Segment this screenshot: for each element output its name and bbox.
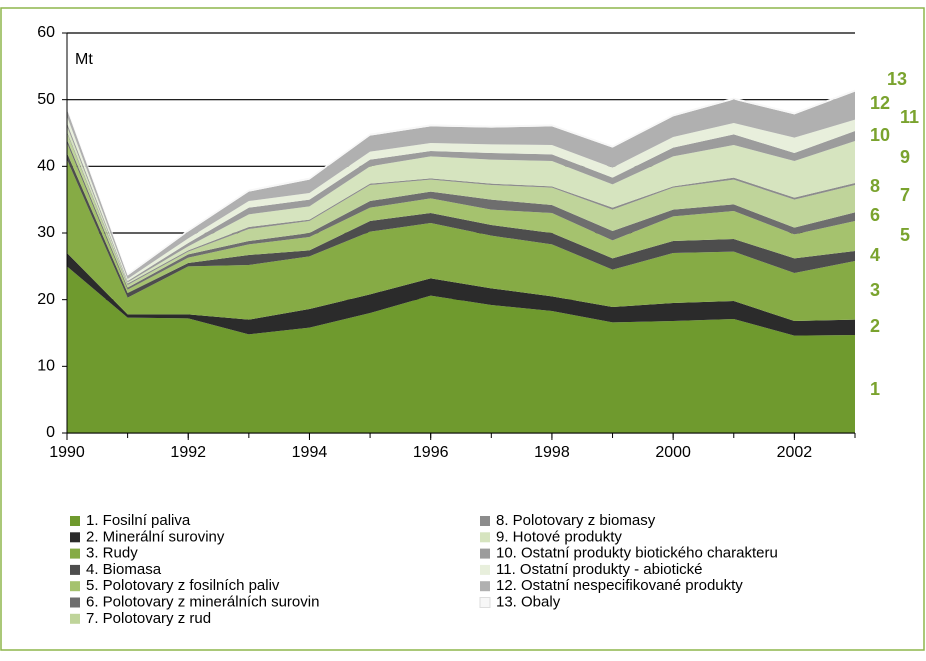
- area: [67, 116, 855, 281]
- legend-swatch: [480, 532, 490, 543]
- series-number: 8: [870, 176, 880, 196]
- legend-swatch: [70, 532, 80, 543]
- x-tick-label: 1990: [49, 444, 85, 461]
- y-tick-label: 50: [37, 91, 55, 108]
- y-tick-label: 40: [37, 158, 55, 175]
- series-number: 3: [870, 280, 880, 300]
- frame: [0, 7, 925, 651]
- x-tick-label: 1996: [413, 444, 449, 461]
- legend-label: 5. Polotovary z fosilních paliv: [86, 577, 280, 594]
- x-tick-label: 1992: [170, 444, 206, 461]
- legend-swatch: [70, 613, 80, 624]
- y-tick-label: 20: [37, 291, 55, 308]
- area: [67, 126, 855, 284]
- series-number: 9: [900, 147, 910, 167]
- legend-swatch: [70, 597, 80, 608]
- legend-label: 3. Rudy: [86, 545, 138, 562]
- area: [67, 91, 855, 280]
- legend-swatch: [480, 548, 490, 559]
- legend-label: 8. Polotovary z biomasy: [496, 512, 656, 529]
- x-tick-label: 1994: [292, 444, 328, 461]
- x-tick-label: 2002: [777, 444, 813, 461]
- legend-label: 13. Obaly: [496, 593, 561, 610]
- legend-swatch: [479, 597, 491, 608]
- legend-label: 10. Ostatní produkty biotického charakte…: [496, 545, 778, 562]
- y-tick-label: 0: [46, 424, 55, 441]
- area: [67, 143, 855, 293]
- y-axis-label: Mt: [75, 51, 93, 68]
- y-tick-label: 60: [37, 24, 55, 41]
- legend-label: 1. Fosilní paliva: [86, 512, 191, 529]
- y-tick-label: 10: [37, 358, 55, 375]
- legend-label: 7. Polotovary z rud: [86, 610, 211, 627]
- legend-swatch: [480, 581, 490, 592]
- axes: 0 10 20 30 40 50 60 1990 1992 1994 1996 1998 2000 200…: [37, 24, 856, 461]
- legend-swatch: [70, 581, 80, 592]
- series-number: 1: [870, 379, 880, 399]
- area: [67, 159, 855, 321]
- series-number: 12: [870, 93, 890, 113]
- y-tick-label: 30: [37, 224, 55, 241]
- legend-swatch: [70, 548, 80, 559]
- legend-label: 11. Ostatní produkty - abiotické: [496, 561, 703, 578]
- legend-label: 6. Polotovary z minerálních surovin: [86, 593, 319, 610]
- legend-label: 12. Ostatní nespecifikované produkty: [496, 577, 743, 594]
- series-number: 5: [900, 225, 910, 245]
- area: [67, 123, 855, 283]
- areas: [67, 89, 855, 433]
- legend-swatch: [480, 516, 490, 526]
- x-tick-label: 2000: [655, 444, 691, 461]
- area: [67, 266, 855, 433]
- legend-swatch: [70, 564, 80, 575]
- area: [67, 89, 855, 276]
- series-number: 10: [870, 125, 890, 145]
- legend-label: 4. Biomasa: [86, 561, 162, 578]
- x-tick-label: 1998: [534, 444, 570, 461]
- series-number: 2: [870, 316, 880, 336]
- legend-swatch: [70, 516, 80, 526]
- series-number: 4: [870, 245, 880, 265]
- area: [67, 153, 855, 298]
- series-number: 11: [900, 107, 919, 127]
- series-number: 7: [900, 185, 910, 205]
- legend-label: 2. Minerální suroviny: [86, 528, 225, 545]
- legend-label: 9. Hotové produkty: [496, 528, 622, 545]
- legend-swatch: [480, 564, 490, 575]
- series-number: 13: [887, 69, 907, 89]
- series-number: 6: [870, 205, 880, 225]
- area: [67, 253, 855, 336]
